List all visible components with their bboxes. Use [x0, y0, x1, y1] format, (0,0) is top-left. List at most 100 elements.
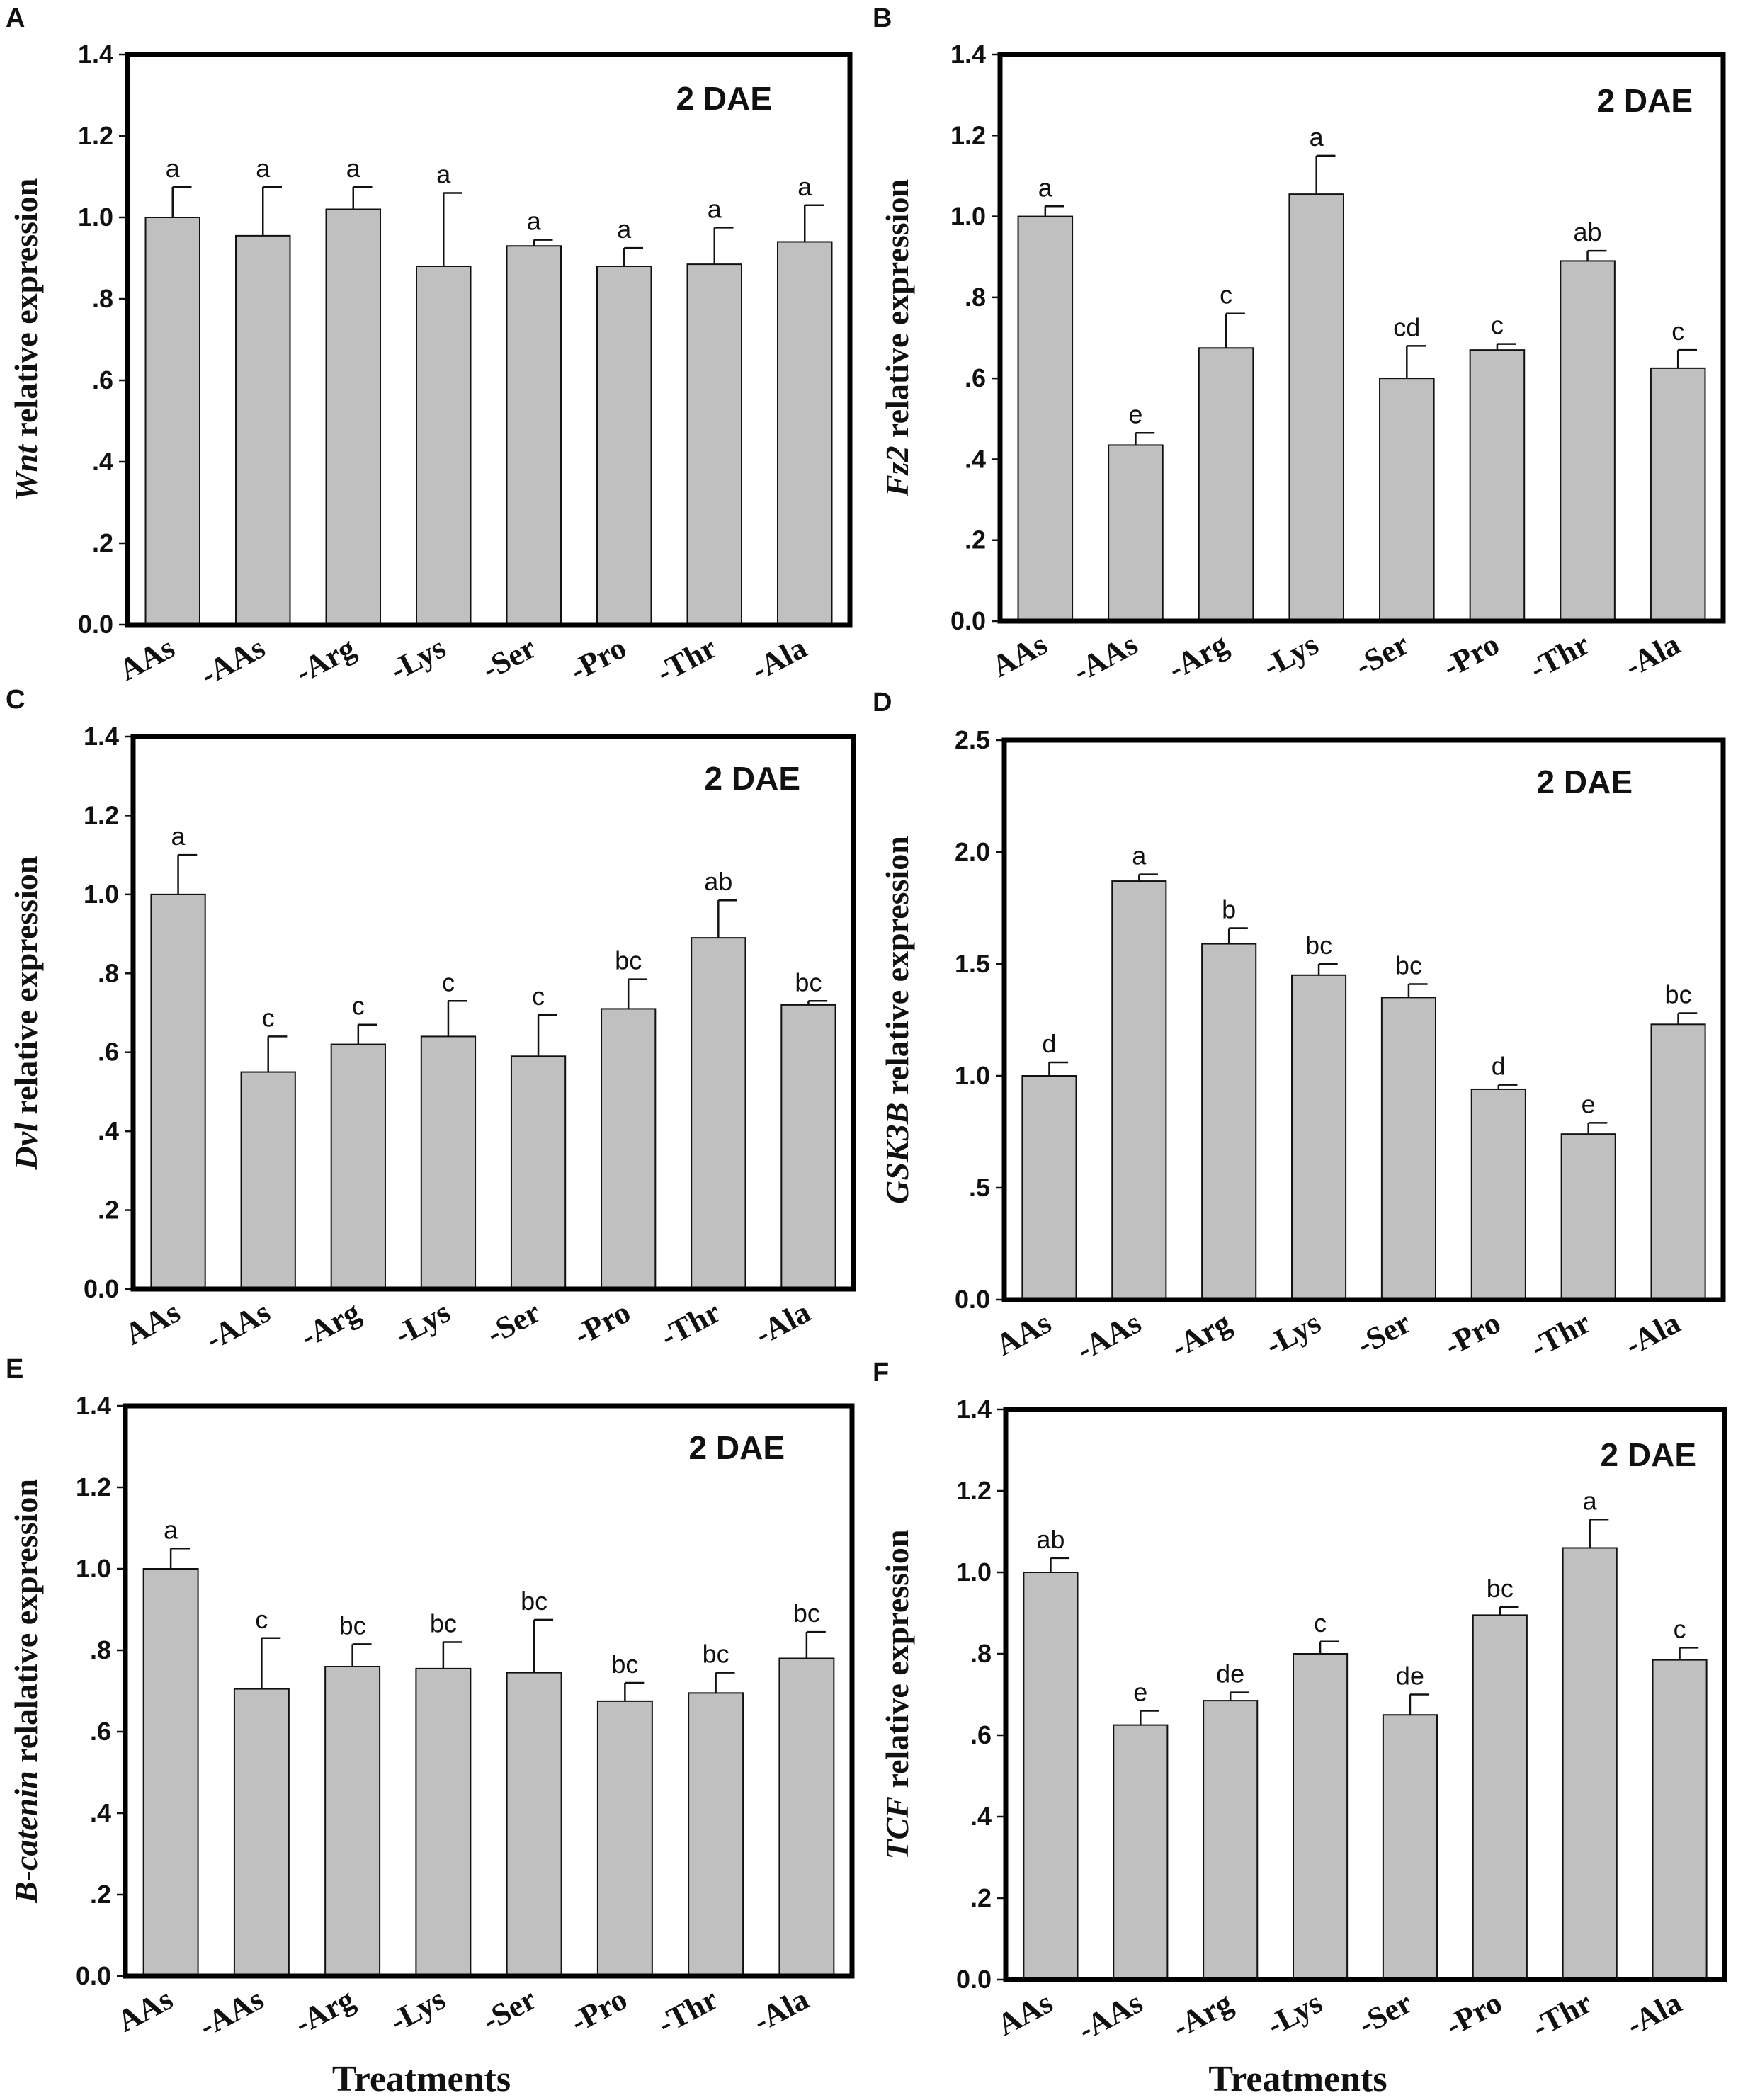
chart-panel-b: Ba AAs e -AAs c -Arg a -Lys cd -Ser c -Pro ab -Thr c -A…	[873, 4, 1726, 689]
significance-label: a	[346, 154, 361, 183]
category-label: -Ala	[746, 630, 812, 688]
significance-label: bc	[1395, 950, 1422, 980]
bar-minus-pro	[596, 266, 652, 625]
y-axis-label-suffix: relative expression	[8, 856, 44, 1123]
category-label: -Pro	[1440, 1985, 1508, 2043]
significance-label: c	[1491, 311, 1504, 340]
category-label: -Ser	[1351, 1305, 1416, 1362]
time-annotation: 2 DAE	[1601, 1436, 1696, 1473]
significance-label: bc	[611, 1650, 638, 1679]
category-label: AAs	[992, 1985, 1058, 2043]
bar-minus-arg	[324, 1666, 381, 1977]
significance-label: e	[1128, 399, 1142, 428]
category-label: -Thr	[654, 1295, 726, 1355]
y-tick-label: .4	[970, 1802, 992, 1831]
category-label: -Pro	[564, 1982, 632, 2040]
category-label: -Lys	[1261, 1985, 1327, 2043]
bar-minus-ser	[510, 1055, 567, 1290]
significance-label: a	[256, 154, 271, 183]
bar-minus-aas	[235, 234, 291, 625]
y-tick-label: 1.0	[84, 880, 119, 909]
significance-label: c	[1220, 280, 1232, 310]
bar-minus-thr	[1560, 260, 1616, 622]
category-label: -Lys	[389, 1295, 455, 1352]
category-label: -Ser	[1349, 627, 1414, 683]
bar-minus-ala	[780, 1004, 836, 1290]
y-tick-label: 1.4	[76, 1391, 111, 1420]
significance-label: de	[1216, 1659, 1244, 1688]
category-label: -Ala	[1619, 1305, 1686, 1363]
bar-minus-thr	[1560, 1133, 1616, 1301]
y-tick-label: 1.0	[955, 1061, 990, 1090]
significance-label: bc	[703, 1640, 729, 1669]
plot-frame	[125, 52, 853, 628]
gene-name: GSK3B	[879, 1103, 915, 1204]
category-label: -Ser	[477, 1982, 542, 2038]
significance-label: cd	[1393, 312, 1420, 341]
category-label: -Thr	[1525, 1305, 1596, 1366]
gene-name: Fz2	[879, 445, 915, 497]
time-annotation: 2 DAE	[1597, 82, 1693, 119]
chart-panel-a: Aa AAs a -AAs a -Arg a -Lys a -Ser a -Pro a -Thr a -Ala…	[6, 4, 853, 693]
category-label: AAs	[112, 1982, 178, 2039]
y-tick-label: 1.2	[950, 120, 986, 149]
bar-minus-pro	[601, 1008, 657, 1290]
chart-panel-e: Ea AAs c -AAs bc -Arg bc -Lys bc -Ser bc -Pro bc -Thr…	[6, 1354, 855, 2099]
y-axis-label-suffix: relative expression	[879, 1530, 915, 1796]
bar-minus-aas	[1111, 880, 1167, 1300]
x-axis-label: Treatments	[332, 2059, 511, 2099]
y-tick-label: .2	[965, 526, 986, 555]
bar-minus-ala	[778, 1657, 835, 1977]
category-label: -AAs	[195, 630, 271, 693]
panel-letter: A	[6, 4, 25, 33]
significance-label: c	[1314, 1608, 1327, 1638]
category-label: -Thr	[1526, 1985, 1598, 2045]
significance-label: c	[442, 967, 455, 997]
bar-minus-arg	[1198, 347, 1254, 622]
time-annotation: 2 DAE	[689, 1429, 785, 1466]
category-label: -Ser	[481, 1295, 546, 1351]
bar-minus-arg	[1203, 1700, 1259, 1980]
significance-label: ab	[1036, 1525, 1064, 1554]
bar-minus-lys	[415, 1667, 472, 1977]
significance-label: a	[527, 207, 542, 236]
bar-aas	[150, 893, 206, 1290]
y-tick-label: 1.4	[78, 40, 113, 69]
significance-label: a	[1132, 841, 1147, 870]
gene-name: B-catenin	[8, 1771, 44, 1904]
panel-letter: B	[873, 4, 892, 33]
plot-frame	[130, 734, 856, 1292]
y-tick-label: 1.4	[956, 1395, 992, 1424]
bar-aas	[142, 1568, 199, 1977]
bar-minus-arg	[325, 208, 381, 625]
y-axis-label: Dvl relative expression	[8, 856, 44, 1171]
y-tick-label: .2	[92, 528, 113, 557]
y-tick-label: 1.2	[84, 800, 119, 829]
significance-label: bc	[339, 1611, 366, 1640]
bar-minus-lys	[1288, 193, 1344, 622]
plot-frame	[1001, 737, 1726, 1302]
y-tick-label: 0.0	[76, 1961, 111, 1990]
significance-label: a	[164, 1515, 178, 1544]
bar-minus-thr	[1562, 1547, 1618, 1980]
significance-label: a	[166, 154, 181, 183]
y-tick-label: 1.2	[76, 1472, 111, 1502]
significance-label: c	[1671, 317, 1684, 346]
y-tick-label: 0.0	[956, 1965, 992, 1994]
category-label: -Lys	[385, 630, 451, 688]
category-label: -Pro	[564, 630, 632, 688]
y-tick-label: .5	[969, 1173, 990, 1202]
significance-label: a	[171, 822, 186, 851]
plot-frame	[997, 52, 1726, 624]
category-label: AAs	[990, 1305, 1057, 1363]
x-axis-label: Treatments	[1208, 2059, 1387, 2099]
y-tick-label: .6	[90, 1717, 111, 1746]
y-tick-label: .8	[965, 283, 986, 312]
chart-panel-f: Fab AAs e -AAs de -Arg c -Lys de -Ser bc -Pro a -Thr c…	[873, 1358, 1727, 2099]
y-axis-label: TCF relative expression	[879, 1530, 915, 1860]
y-tick-label: .6	[98, 1038, 119, 1067]
bar-minus-lys	[1293, 1653, 1349, 1980]
plot-frame	[1003, 1407, 1727, 1982]
significance-label: a	[617, 215, 632, 244]
panel-letter: C	[6, 685, 25, 715]
